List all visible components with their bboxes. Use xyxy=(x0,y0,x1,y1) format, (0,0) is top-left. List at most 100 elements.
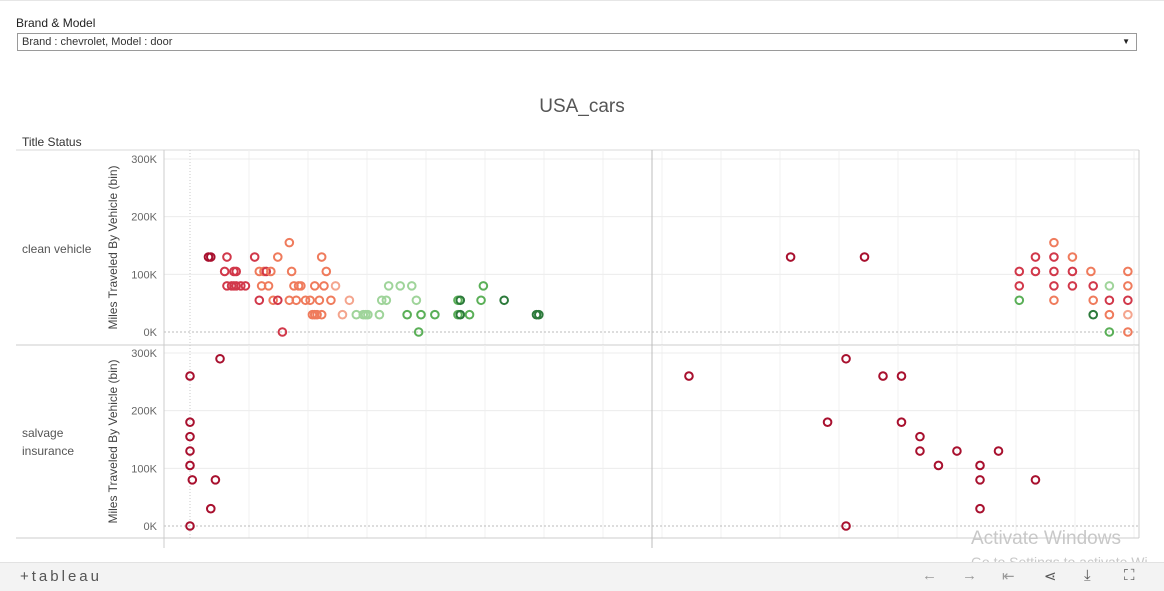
dropdown-value: Brand : chevrolet, Model : door xyxy=(22,36,173,48)
data-point xyxy=(187,475,198,485)
data-point xyxy=(1123,281,1133,291)
data-point xyxy=(185,460,195,471)
data-point xyxy=(1123,266,1133,277)
data-point xyxy=(210,475,221,485)
data-point xyxy=(261,266,272,277)
data-point xyxy=(231,281,241,291)
data-point xyxy=(316,309,327,320)
data-point xyxy=(1067,252,1078,262)
data-point xyxy=(205,252,216,262)
data-point xyxy=(222,252,232,262)
redo-icon[interactable]: → xyxy=(962,567,977,584)
data-point xyxy=(1086,266,1096,277)
data-point xyxy=(268,295,278,306)
data-point xyxy=(1067,266,1078,277)
data-point xyxy=(383,281,394,291)
data-point xyxy=(312,309,322,320)
y-tick-label: 300K xyxy=(131,154,157,166)
data-point xyxy=(309,281,320,291)
data-point xyxy=(1088,295,1099,306)
data-point xyxy=(314,295,325,306)
data-point xyxy=(205,503,216,514)
y-tick-label: 0K xyxy=(144,521,158,533)
data-point xyxy=(841,353,851,364)
y-axis-title: Miles Traveled By Vehicle (bin) xyxy=(106,165,120,329)
data-point xyxy=(291,295,302,306)
data-point xyxy=(1030,475,1041,485)
data-point xyxy=(1123,295,1133,306)
data-point xyxy=(305,295,315,306)
data-point xyxy=(933,460,944,471)
data-point xyxy=(859,252,870,262)
data-point xyxy=(952,446,962,456)
y-tick-label: 200K xyxy=(131,212,157,224)
data-point xyxy=(1030,252,1041,262)
data-point xyxy=(1104,327,1115,337)
data-point xyxy=(1049,252,1059,262)
filter-title: Brand & Model xyxy=(16,16,96,30)
data-point xyxy=(1088,281,1099,291)
tableau-toolbar: +tableau ← → ⇤ ⋖ ⤓ ⛶ xyxy=(0,562,1164,591)
data-point xyxy=(406,281,417,291)
data-point xyxy=(1123,309,1133,320)
data-point xyxy=(499,295,509,306)
data-point xyxy=(263,281,274,291)
data-point xyxy=(464,309,475,320)
download-icon[interactable]: ⤓ xyxy=(1084,567,1091,584)
data-point xyxy=(993,446,1004,456)
data-point xyxy=(321,266,332,277)
row-label-clean-vehicle: clean vehicle xyxy=(22,242,92,256)
brand-model-dropdown[interactable]: Brand : chevrolet, Model : door ▼ xyxy=(17,33,1137,51)
share-icon[interactable]: ⋖ xyxy=(1044,568,1057,585)
revert-icon[interactable]: ⇤ xyxy=(1002,568,1015,585)
data-point xyxy=(326,295,336,306)
data-point xyxy=(1088,309,1099,320)
data-point xyxy=(455,309,466,320)
activate-windows-watermark: Activate Windows xyxy=(971,528,1121,549)
data-point xyxy=(1049,295,1059,306)
fullscreen-icon[interactable]: ⛶ xyxy=(1124,567,1135,584)
data-point xyxy=(1014,266,1025,277)
data-point xyxy=(376,295,387,306)
data-point xyxy=(1030,266,1041,277)
data-point xyxy=(476,295,486,306)
y-tick-label: 100K xyxy=(131,269,157,281)
data-point xyxy=(277,327,288,337)
data-point xyxy=(413,327,424,337)
data-point xyxy=(395,281,406,291)
row-header: Title Status xyxy=(22,135,82,149)
y-tick-label: 200K xyxy=(131,406,157,418)
data-point xyxy=(1067,281,1078,291)
y-tick-label: 300K xyxy=(131,348,157,360)
data-point xyxy=(300,295,311,306)
undo-icon[interactable]: ← xyxy=(922,567,937,584)
data-point xyxy=(249,252,260,262)
data-point xyxy=(430,309,440,320)
data-point xyxy=(374,309,385,320)
tableau-logo[interactable]: +tableau xyxy=(20,568,102,585)
row-label-salvage-insurance: salvage insurance xyxy=(22,426,75,458)
y-axis-title: Miles Traveled By Vehicle (bin) xyxy=(106,359,120,523)
data-point xyxy=(284,237,295,248)
data-point xyxy=(319,281,329,291)
data-point xyxy=(236,281,246,291)
data-point xyxy=(1104,281,1115,291)
data-point xyxy=(219,266,230,277)
data-point xyxy=(411,295,422,306)
data-point xyxy=(185,521,195,531)
data-point xyxy=(266,266,276,277)
scatter-chart: 300K 200K 100K 0K Miles Traveled By Vehicle … xyxy=(16,149,1140,548)
data-point xyxy=(330,281,341,291)
data-point xyxy=(296,281,306,291)
data-point xyxy=(231,266,241,277)
data-point xyxy=(975,503,985,514)
data-point xyxy=(1123,327,1133,337)
data-point xyxy=(455,295,466,306)
data-point xyxy=(841,521,851,531)
data-point xyxy=(416,309,426,320)
data-point xyxy=(534,309,544,320)
chart-title: USA_cars xyxy=(539,96,625,117)
chevron-down-icon[interactable]: ▼ xyxy=(1122,37,1130,46)
data-point xyxy=(344,295,355,306)
data-point xyxy=(215,353,225,364)
